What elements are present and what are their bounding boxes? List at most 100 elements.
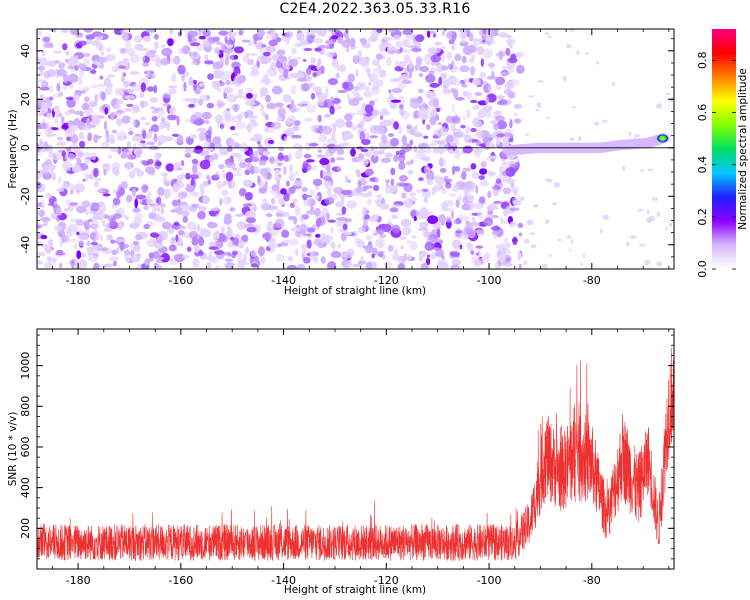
noise-blob [432,33,437,38]
noise-blob [185,172,191,180]
noise-blob [45,60,57,67]
noise-blob [40,200,45,209]
noise-blob [391,224,401,234]
noise-blob [240,261,249,266]
noise-blob [378,69,387,78]
noise-blob [87,132,93,142]
noise-blob [208,250,212,261]
noise-blob [110,147,119,152]
noise-blob [427,215,439,225]
noise-blob [160,252,170,263]
noise-blob [360,62,370,68]
noise-blob [245,210,256,220]
noise-blob [297,264,306,269]
noise-blob [274,192,280,199]
noise-blob [198,35,206,40]
noise-blob [192,258,200,268]
noise-blob [300,101,309,105]
noise-blob [441,187,447,194]
noise-blob [184,153,192,158]
noise-blob [37,152,42,156]
noise-blob [46,112,52,119]
noise-blob [150,232,159,238]
noise-blob [202,195,211,205]
noise-blob [105,46,112,53]
noise-blob [269,156,276,165]
noise-blob [408,60,413,70]
noise-blob [108,133,115,144]
snr-y-tick-label: 200 [19,518,32,539]
noise-blob [212,136,222,145]
noise-blob [312,178,323,187]
noise-blob [372,150,378,157]
noise-blob [251,121,257,125]
noise-blob [492,185,501,191]
noise-blob [203,141,211,149]
noise-blob [489,34,493,38]
noise-blob [118,243,129,250]
noise-blob [59,262,63,269]
noise-blob [455,230,463,234]
noise-blob [173,254,177,259]
noise-blob [340,232,347,242]
noise-blob [199,250,204,256]
noise-blob [43,70,51,80]
noise-blob [156,207,161,212]
noise-blob [390,167,396,176]
noise-blob [365,261,373,269]
noise-blob [60,29,69,33]
noise-blob [407,44,418,49]
spectrogram-y-tick-label: 40 [19,44,32,58]
noise-blob [313,251,319,256]
noise-blob [310,92,316,100]
noise-blob [245,217,257,224]
noise-blob [74,243,78,250]
noise-blob [86,117,91,126]
noise-blob [270,121,282,130]
noise-blob [232,250,239,255]
noise-blob [314,207,321,217]
noise-blob [226,94,238,103]
noise-blob [357,108,368,116]
noise-blob [253,133,262,138]
noise-blob [437,129,441,140]
noise-blob [280,199,285,204]
noise-blob [365,235,373,241]
noise-blob [314,47,322,52]
noise-blob [466,109,471,119]
noise-blob [204,60,214,65]
noise-blob [283,136,288,143]
noise-blob [146,86,154,92]
noise-blob [207,179,211,185]
noise-blob [126,140,131,150]
noise-blob [310,57,317,64]
noise-blob [409,240,418,251]
noise-blob [320,29,329,32]
noise-blob [212,61,224,70]
noise-blob [37,252,46,257]
noise-blob [512,199,522,206]
noise-blob [426,172,435,181]
noise-blob [130,107,141,114]
noise-blob [64,207,69,212]
noise-blob [119,90,125,96]
spectrogram-noise [37,29,674,269]
noise-blob [470,65,476,76]
noise-blob [103,228,113,232]
noise-blob [41,50,46,57]
noise-blob [176,115,180,126]
noise-blob [291,134,302,139]
noise-blob [218,70,225,77]
noise-blob [387,133,394,137]
noise-blob [495,243,505,251]
noise-blob [294,206,301,216]
noise-blob [318,44,326,49]
noise-blob [128,131,134,136]
noise-blob [288,152,292,161]
noise-blob [256,29,265,38]
noise-blob [239,161,247,168]
noise-blob [471,216,475,221]
noise-blob [411,47,422,53]
noise-blob [222,195,231,206]
noise-blob [117,146,122,155]
